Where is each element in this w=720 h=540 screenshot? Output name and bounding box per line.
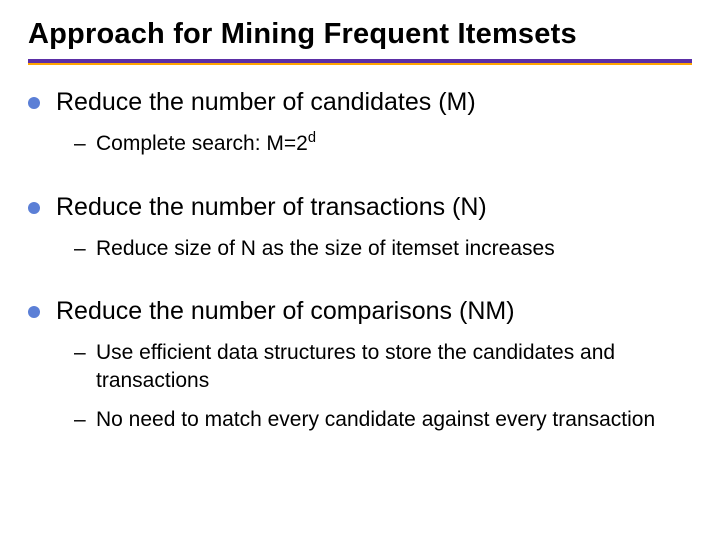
slide: Approach for Mining Frequent Itemsets Re… bbox=[0, 0, 720, 540]
sub-text: Complete search: M=2 bbox=[96, 132, 308, 155]
sub-list: – Reduce size of N as the size of itemse… bbox=[74, 235, 692, 262]
sub-text: Reduce size of N as the size of itemset … bbox=[96, 237, 555, 260]
sub-list: – Complete search: M=2d bbox=[74, 130, 692, 157]
sub-item: – Use efficient data structures to store… bbox=[74, 339, 692, 394]
sub-item: – Complete search: M=2d bbox=[74, 130, 692, 157]
bullet-head: Reduce the number of comparisons (NM) bbox=[56, 296, 692, 327]
bullet-head: Reduce the number of transactions (N) bbox=[56, 192, 692, 223]
title-underline bbox=[28, 59, 692, 65]
bullet-item: Reduce the number of candidates (M) – Co… bbox=[28, 87, 692, 158]
bullet-dot-icon bbox=[28, 97, 40, 109]
sub-list: – Use efficient data structures to store… bbox=[74, 339, 692, 433]
sub-text: No need to match every candidate against… bbox=[96, 408, 655, 431]
sub-text: Use efficient data structures to store t… bbox=[96, 341, 615, 391]
slide-title: Approach for Mining Frequent Itemsets bbox=[28, 18, 692, 51]
sub-item: – No need to match every candidate again… bbox=[74, 406, 692, 433]
dash-icon: – bbox=[74, 339, 86, 366]
bullet-item: Reduce the number of comparisons (NM) – … bbox=[28, 296, 692, 433]
rule-bottom bbox=[28, 63, 692, 65]
sub-sup: d bbox=[308, 130, 316, 146]
dash-icon: – bbox=[74, 130, 86, 157]
dash-icon: – bbox=[74, 406, 86, 433]
bullet-list: Reduce the number of candidates (M) – Co… bbox=[28, 87, 692, 433]
bullet-head: Reduce the number of candidates (M) bbox=[56, 87, 692, 118]
bullet-item: Reduce the number of transactions (N) – … bbox=[28, 192, 692, 263]
sub-item: – Reduce size of N as the size of itemse… bbox=[74, 235, 692, 262]
dash-icon: – bbox=[74, 235, 86, 262]
bullet-dot-icon bbox=[28, 306, 40, 318]
bullet-dot-icon bbox=[28, 202, 40, 214]
